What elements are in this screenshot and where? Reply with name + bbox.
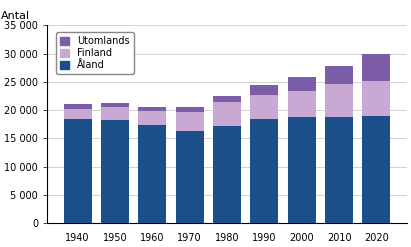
Bar bbox=[250, 85, 278, 95]
Bar bbox=[175, 131, 204, 223]
Bar bbox=[213, 126, 241, 223]
Bar bbox=[101, 120, 129, 223]
Text: Antal: Antal bbox=[0, 11, 30, 21]
Bar bbox=[325, 83, 353, 118]
Bar bbox=[363, 54, 390, 81]
Bar bbox=[101, 103, 129, 107]
Bar bbox=[250, 95, 278, 119]
Bar bbox=[325, 66, 353, 83]
Legend: Utomlands, Finland, Åland: Utomlands, Finland, Åland bbox=[55, 32, 134, 74]
Bar bbox=[64, 109, 92, 119]
Bar bbox=[64, 119, 92, 223]
Bar bbox=[250, 119, 278, 223]
Bar bbox=[288, 91, 316, 118]
Bar bbox=[363, 81, 390, 116]
Bar bbox=[101, 107, 129, 120]
Bar bbox=[138, 111, 166, 125]
Bar bbox=[288, 77, 316, 91]
Bar bbox=[175, 107, 204, 112]
Bar bbox=[138, 125, 166, 223]
Bar bbox=[175, 112, 204, 131]
Bar bbox=[213, 102, 241, 126]
Bar bbox=[213, 96, 241, 102]
Bar bbox=[325, 118, 353, 223]
Bar bbox=[363, 116, 390, 223]
Bar bbox=[64, 104, 92, 109]
Bar bbox=[138, 107, 166, 111]
Bar bbox=[288, 118, 316, 223]
